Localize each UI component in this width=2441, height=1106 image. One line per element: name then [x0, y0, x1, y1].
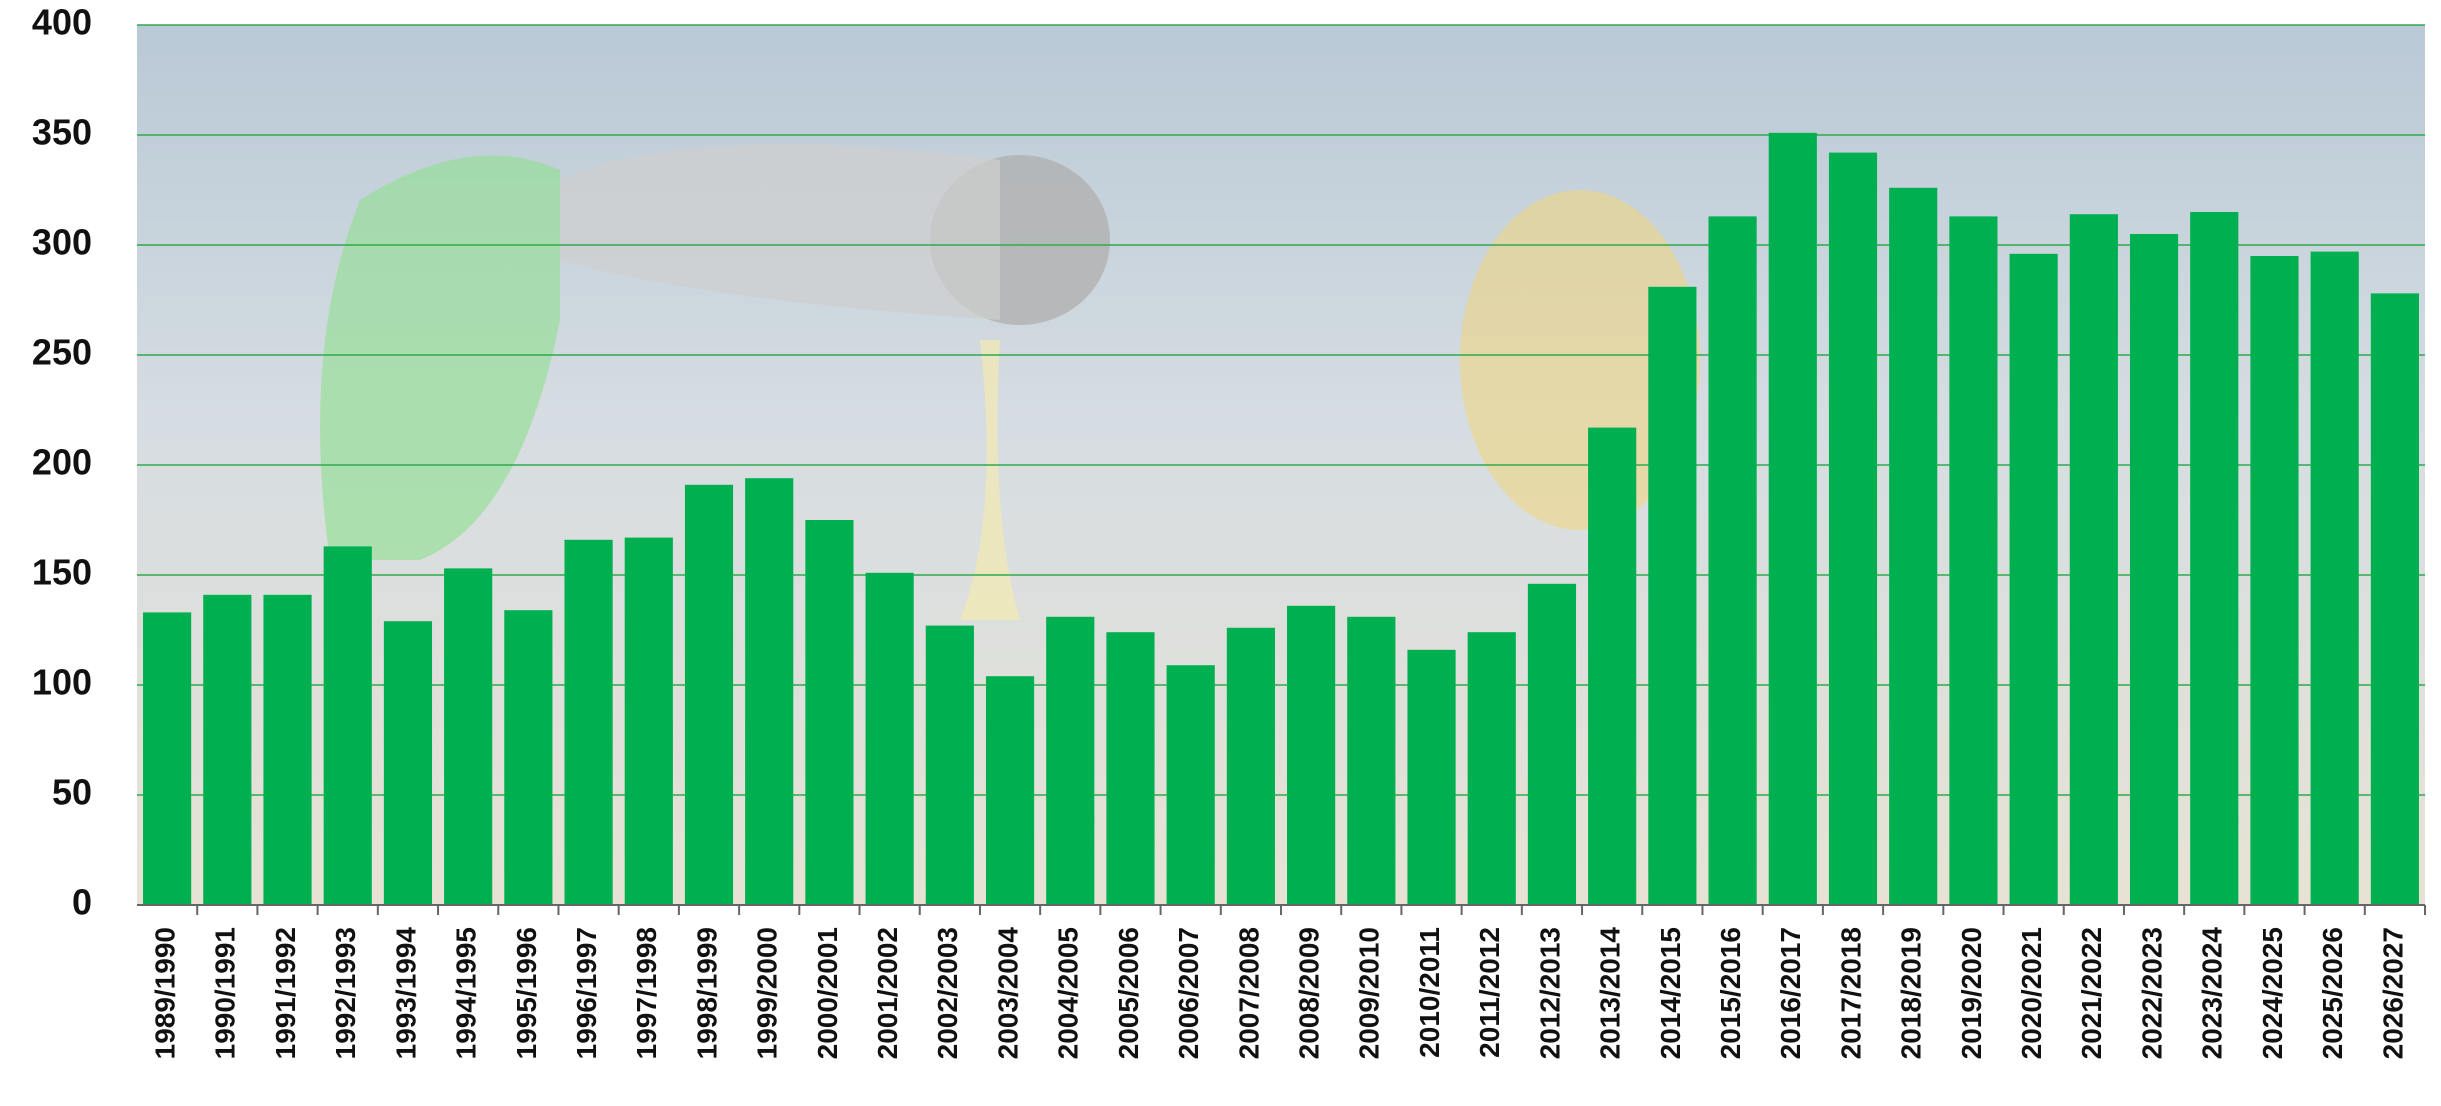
bar: [2250, 256, 2299, 905]
bar: [504, 610, 553, 905]
bar: [2190, 212, 2239, 905]
bar: [805, 520, 854, 905]
bar: [624, 537, 673, 905]
bars: [143, 132, 2419, 906]
x-tick-label: 2013/2014: [1595, 927, 1626, 1060]
x-tick-label: 2025/2026: [2317, 927, 2348, 1059]
x-tick-label: 2012/2013: [1534, 927, 1565, 1059]
bar: [383, 621, 433, 905]
bar: [323, 546, 372, 905]
bar: [2310, 251, 2359, 906]
bar: [1347, 616, 1396, 905]
y-tick-label: 50: [52, 772, 92, 813]
x-tick-label: 2014/2015: [1655, 927, 1686, 1059]
x-tick-label: 2005/2006: [1113, 927, 1144, 1059]
x-tick-label: 1999/2000: [752, 927, 783, 1059]
x-tick-label: 2024/2025: [2257, 927, 2288, 1059]
y-tick-label: 200: [32, 442, 92, 483]
x-tick-label: 2022/2023: [2136, 927, 2167, 1059]
x-tick-label: 2019/2020: [1956, 927, 1987, 1059]
x-tick-label: 2000/2001: [812, 927, 843, 1059]
bar: [2009, 253, 2058, 906]
bar: [1527, 583, 1577, 905]
x-tick-label: 2015/2016: [1715, 927, 1746, 1059]
y-tick-label: 250: [32, 332, 92, 373]
x-tick-label: 1989/1990: [149, 927, 180, 1059]
x-tick-label: 2001/2002: [872, 927, 903, 1059]
bar: [745, 478, 794, 905]
y-tick-label: 300: [32, 222, 92, 263]
y-tick-label: 150: [32, 552, 92, 593]
bar: [985, 676, 1035, 905]
x-tick-label: 1996/1997: [571, 927, 602, 1059]
bar: [444, 568, 493, 905]
bar: [203, 594, 252, 905]
x-tick-label: 2017/2018: [1835, 927, 1866, 1059]
bar: [263, 594, 312, 905]
bar: [1889, 187, 1938, 906]
x-tick-label: 2006/2007: [1173, 927, 1204, 1059]
bar: [1046, 616, 1095, 905]
bar: [1407, 649, 1456, 905]
y-tick-label: 100: [32, 662, 92, 703]
x-tick-label: 1998/1999: [691, 927, 722, 1059]
x-tick-label: 2016/2017: [1775, 927, 1806, 1059]
x-tick-label: 1995/1996: [511, 927, 542, 1059]
bar: [1166, 665, 1215, 905]
x-tick-label: 1997/1998: [631, 927, 662, 1059]
bar: [2370, 293, 2419, 905]
bar: [1467, 632, 1516, 905]
x-tick-label: 1993/1994: [390, 927, 421, 1060]
x-tick-label: 2004/2005: [1053, 927, 1084, 1059]
labels: 0 50 100 150 200 250 300 350 400 1989/1990 1990/19…: [32, 2, 2426, 1060]
x-tick-label: 1990/1991: [210, 927, 241, 1059]
bar: [1588, 427, 1637, 905]
x-tick-label: 2026/2027: [2377, 927, 2408, 1059]
bar: [1287, 605, 1336, 905]
bar: [925, 625, 974, 905]
y-tick-label: 0: [72, 882, 92, 923]
bar: [1708, 216, 1757, 905]
bar: [2129, 234, 2179, 905]
y-tick-label: 350: [32, 112, 92, 153]
bar: [1106, 632, 1155, 905]
x-tick-label: 1994/1995: [451, 927, 482, 1059]
x-tick-label: 2010/2011: [1414, 927, 1445, 1058]
bar: [1949, 216, 1998, 905]
x-tick-label: 1992/1993: [330, 927, 361, 1059]
bar: [1768, 132, 1817, 906]
x-tick-label: 1991/1992: [270, 927, 301, 1059]
bar: [1828, 152, 1878, 906]
y-tick-label: 400: [32, 2, 92, 43]
x-tick-label: 2009/2010: [1354, 927, 1385, 1059]
x-tick-label: 2003/2004: [992, 927, 1023, 1060]
bar: [2069, 214, 2118, 905]
bar: [865, 572, 914, 905]
bar: [564, 539, 613, 905]
x-tick-label: 2018/2019: [1896, 927, 1927, 1059]
x-tick-label: 2011/2012: [1474, 927, 1505, 1058]
bar: [684, 484, 734, 905]
x-tick-label: 2008/2009: [1293, 927, 1324, 1059]
bar: [1226, 627, 1275, 905]
x-tick-label: 2023/2024: [2197, 927, 2228, 1060]
x-tick-label: 2007/2008: [1233, 927, 1264, 1059]
x-tick-label: 2002/2003: [932, 927, 963, 1059]
x-tick-label: 2021/2022: [2076, 927, 2107, 1059]
bar: [1648, 286, 1697, 905]
x-tick-label: 2020/2021: [2016, 927, 2047, 1059]
bar: [143, 612, 192, 905]
